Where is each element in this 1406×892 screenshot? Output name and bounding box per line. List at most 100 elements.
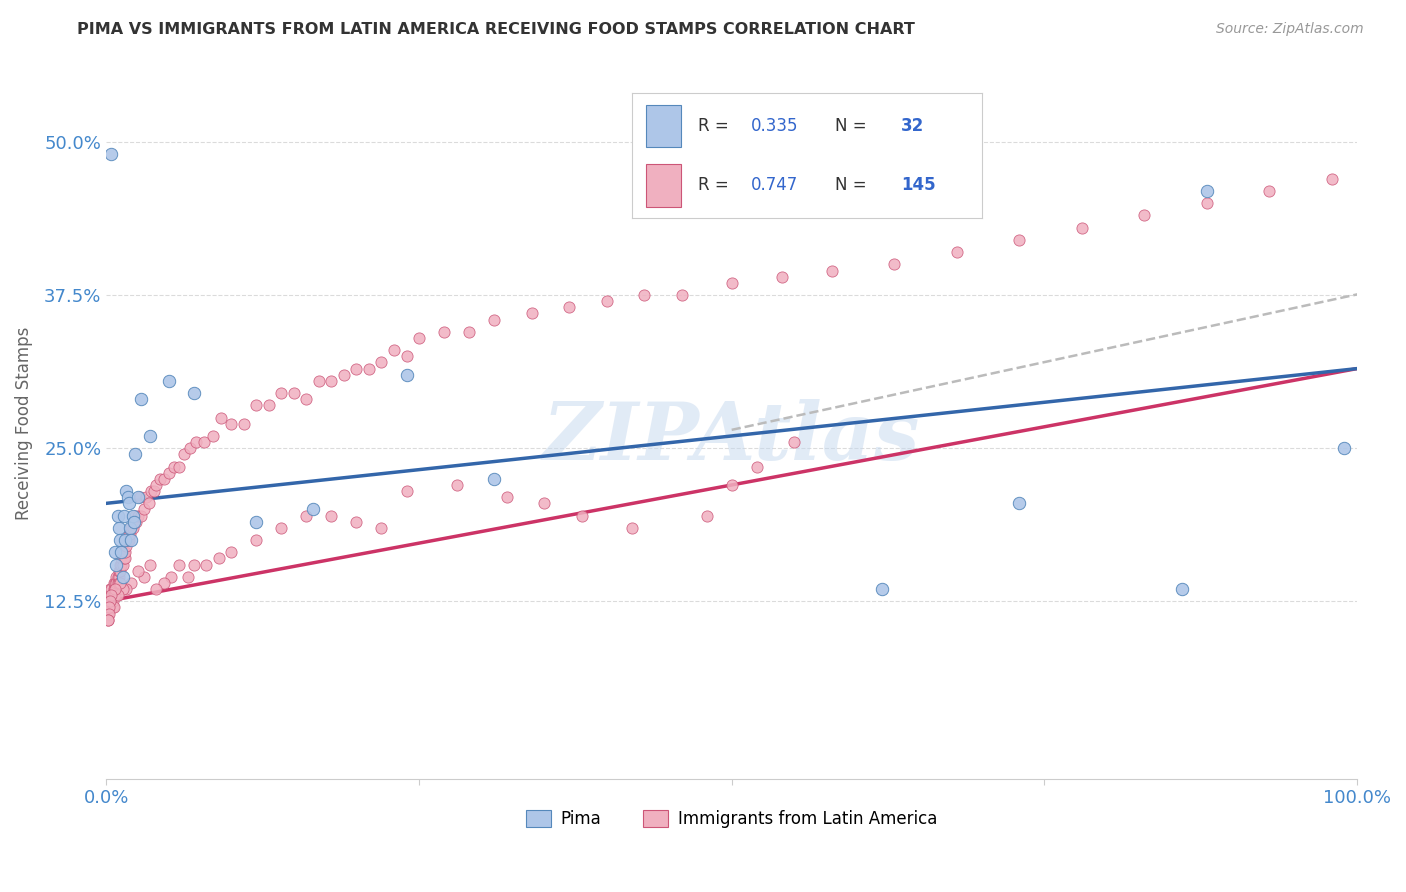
Point: [108, 533, 131, 547]
Point: [104, 576, 127, 591]
Point: [103, 588, 125, 602]
Point: [117, 490, 139, 504]
Point: [1171, 582, 1194, 596]
Point: [357, 361, 380, 376]
Point: [97, 613, 120, 627]
Point: [163, 459, 186, 474]
Point: [120, 521, 142, 535]
Point: [131, 508, 153, 523]
Point: [108, 576, 131, 591]
Y-axis label: Receiving Food Stamps: Receiving Food Stamps: [15, 327, 32, 520]
Point: [283, 386, 305, 401]
Point: [193, 435, 215, 450]
Point: [121, 521, 143, 535]
Point: [870, 582, 893, 596]
Point: [382, 343, 405, 358]
Point: [105, 558, 128, 572]
Point: [129, 490, 152, 504]
Point: [115, 533, 138, 547]
Point: [558, 301, 581, 315]
Point: [121, 508, 143, 523]
Point: [100, 594, 122, 608]
Point: [179, 441, 201, 455]
Point: [1070, 220, 1092, 235]
Point: [395, 349, 418, 363]
Point: [111, 545, 134, 559]
Point: [201, 429, 224, 443]
Point: [100, 588, 122, 602]
Point: [97, 607, 120, 621]
Point: [97, 594, 120, 608]
Point: [97, 588, 120, 602]
Point: [105, 570, 128, 584]
Point: [209, 410, 232, 425]
Point: [101, 600, 124, 615]
Point: [111, 570, 134, 584]
Point: [112, 551, 135, 566]
Point: [110, 551, 132, 566]
Point: [117, 533, 139, 547]
Point: [270, 521, 292, 535]
Text: ZIPAtlas: ZIPAtlas: [543, 400, 921, 476]
Point: [115, 539, 138, 553]
Point: [571, 508, 593, 523]
Point: [98, 594, 121, 608]
Point: [103, 582, 125, 596]
Point: [370, 355, 392, 369]
Point: [257, 398, 280, 412]
Point: [104, 545, 127, 559]
Point: [745, 459, 768, 474]
Point: [1133, 209, 1156, 223]
Point: [883, 258, 905, 272]
Point: [720, 276, 742, 290]
Point: [620, 521, 643, 535]
Point: [127, 564, 149, 578]
Point: [112, 545, 135, 559]
Point: [160, 570, 183, 584]
Point: [108, 570, 131, 584]
Point: [946, 245, 969, 260]
Point: [145, 582, 167, 596]
Point: [183, 386, 205, 401]
Point: [98, 582, 121, 596]
Point: [346, 515, 368, 529]
Point: [124, 447, 146, 461]
Point: [221, 417, 243, 431]
Point: [111, 582, 134, 596]
Point: [295, 508, 318, 523]
Point: [125, 515, 148, 529]
Point: [132, 502, 155, 516]
Point: [132, 570, 155, 584]
Point: [97, 600, 120, 615]
Point: [97, 600, 120, 615]
Point: [1195, 196, 1218, 211]
Point: [108, 558, 131, 572]
Point: [135, 490, 157, 504]
Point: [100, 588, 122, 602]
Point: [120, 521, 142, 535]
Legend: Pima, Immigrants from Latin America: Pima, Immigrants from Latin America: [519, 803, 945, 835]
Point: [458, 325, 481, 339]
Point: [221, 545, 243, 559]
Point: [111, 558, 134, 572]
Point: [153, 576, 176, 591]
Point: [157, 374, 180, 388]
Point: [108, 576, 131, 591]
Point: [114, 551, 136, 566]
Point: [433, 325, 456, 339]
Text: PIMA VS IMMIGRANTS FROM LATIN AMERICA RECEIVING FOOD STAMPS CORRELATION CHART: PIMA VS IMMIGRANTS FROM LATIN AMERICA RE…: [77, 22, 915, 37]
Point: [720, 478, 742, 492]
Point: [110, 545, 132, 559]
Point: [110, 558, 132, 572]
Point: [107, 570, 129, 584]
Point: [131, 392, 153, 407]
Point: [120, 533, 142, 547]
Point: [167, 558, 190, 572]
Point: [153, 472, 176, 486]
Point: [98, 594, 121, 608]
Point: [301, 502, 323, 516]
Point: [533, 496, 555, 510]
Point: [821, 263, 844, 277]
Point: [167, 459, 190, 474]
Point: [139, 429, 162, 443]
